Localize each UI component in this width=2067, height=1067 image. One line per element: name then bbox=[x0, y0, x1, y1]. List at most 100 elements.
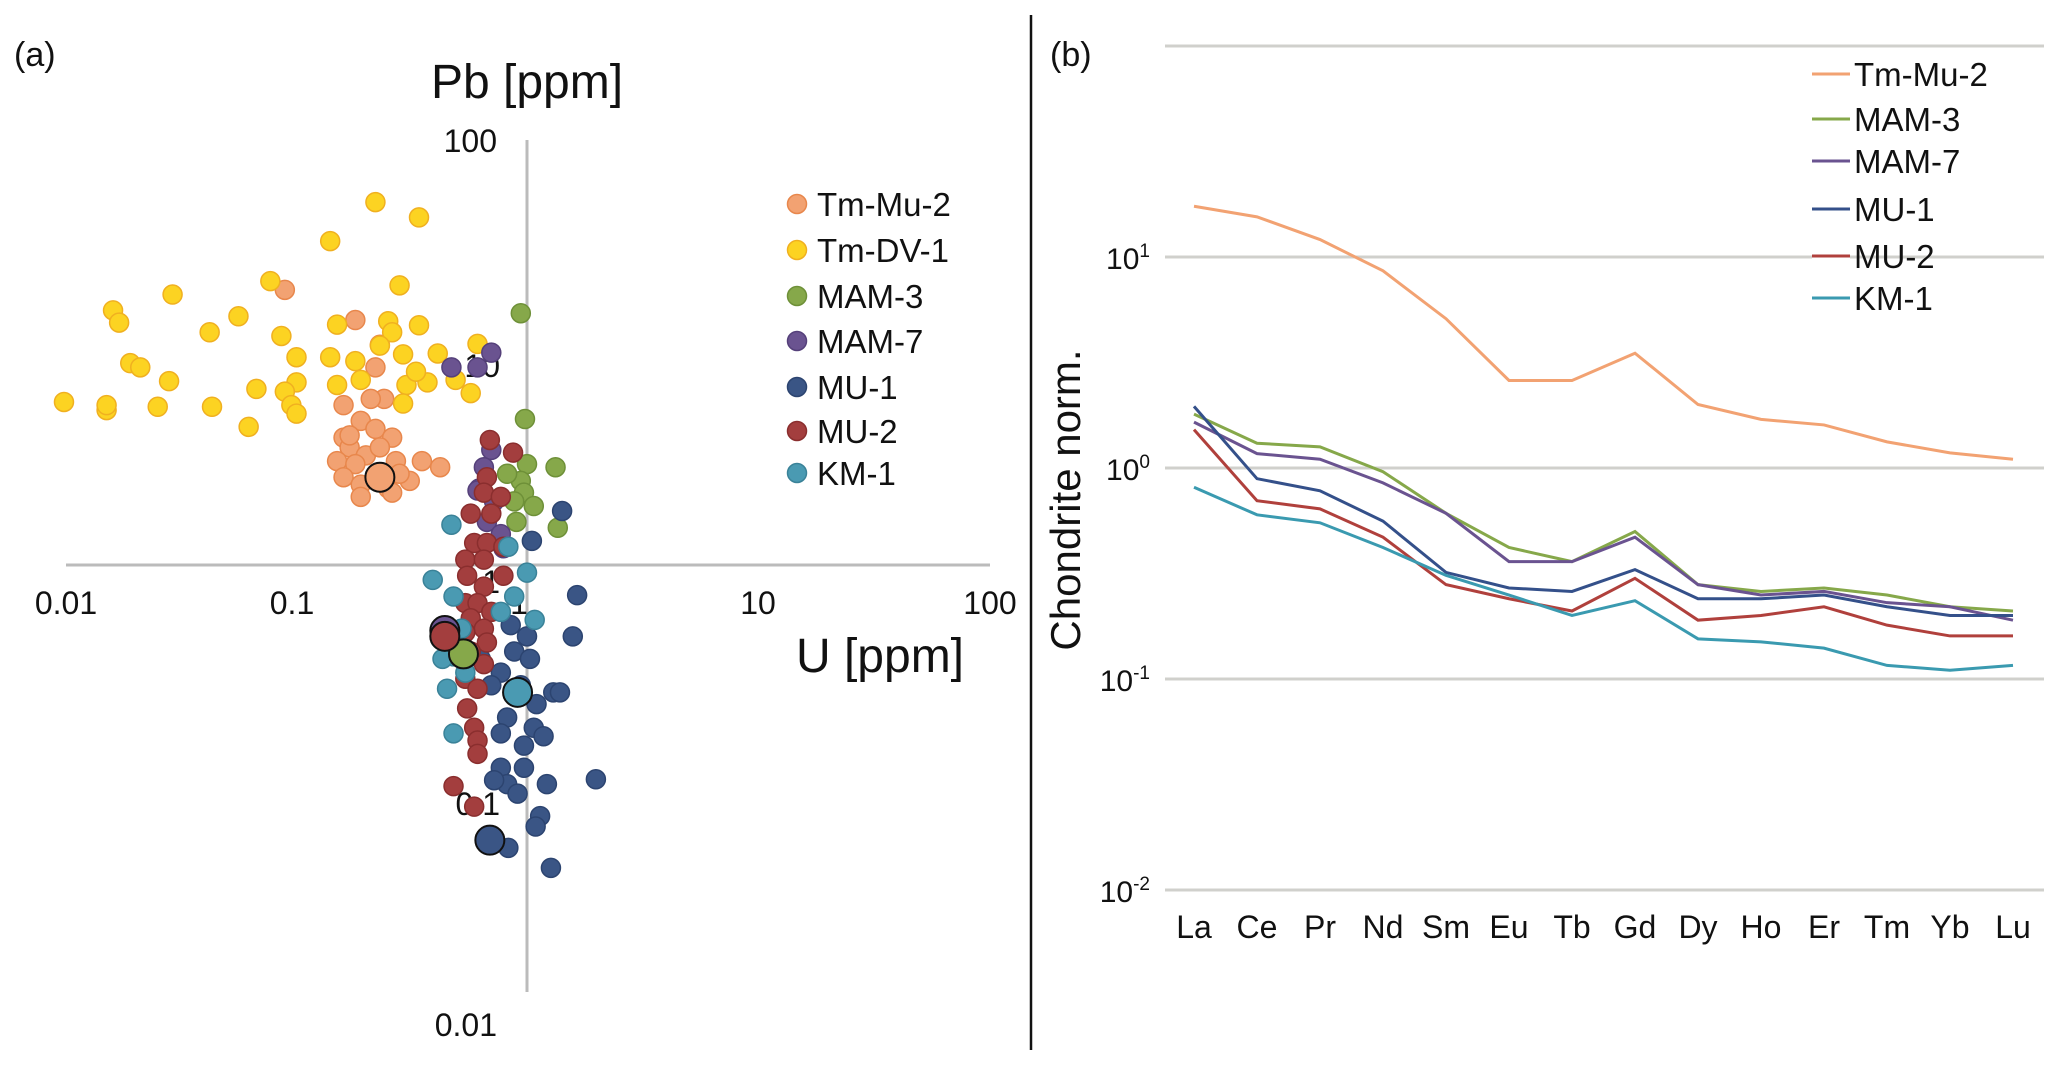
y-tick-label: 100 bbox=[444, 123, 497, 159]
data-point-tm-dv-1 bbox=[271, 325, 292, 347]
legend-marker bbox=[786, 285, 808, 307]
data-point-tm-dv-1 bbox=[286, 403, 307, 424]
panel-a-label: (a) bbox=[14, 36, 56, 74]
x-tick-labels-b: La Ce Pr Nd Sm Eu Tb Gd Dy Ho Er Tm Yb Lu bbox=[1176, 909, 2031, 945]
data-point-tm-dv-1 bbox=[350, 369, 372, 391]
data-point-tm-dv-1 bbox=[392, 344, 414, 365]
data-point-tm-dv-1 bbox=[199, 322, 220, 343]
tick-base: 10 bbox=[1100, 876, 1133, 909]
data-point-km-1 bbox=[441, 514, 462, 535]
data-point-mu-1 bbox=[521, 530, 543, 552]
series-line-tm-mu-2 bbox=[1193, 204, 2014, 461]
legend-bg bbox=[1812, 109, 1850, 137]
data-point-km-1 bbox=[422, 569, 443, 591]
tick-base: 10 bbox=[1100, 665, 1133, 698]
data-point-tm-dv-1 bbox=[201, 396, 223, 418]
legend-bg bbox=[1812, 246, 1850, 274]
legend-label: MAM-3 bbox=[817, 278, 923, 315]
data-point-tm-mu-2 bbox=[369, 437, 391, 458]
data-point-mu-1 bbox=[533, 725, 554, 747]
data-point-tm-mu-2 bbox=[360, 388, 382, 410]
data-point-tm-dv-1 bbox=[228, 306, 249, 327]
data-point-mam-3 bbox=[547, 517, 569, 539]
data-point-mu-2 bbox=[481, 503, 502, 524]
legend-bg bbox=[1812, 199, 1850, 227]
y-tick-label: 100 bbox=[1106, 452, 1150, 487]
data-point-mu-2 bbox=[456, 698, 478, 719]
data-point-mu-2 bbox=[490, 486, 512, 508]
data-point-tm-dv-1 bbox=[319, 230, 341, 252]
data-point-tm-dv-1 bbox=[158, 370, 180, 392]
x-tick-label: Pr bbox=[1304, 909, 1336, 945]
data-point-km-1 bbox=[503, 586, 525, 607]
mean-point-km-1 bbox=[502, 676, 534, 708]
data-point-tm-dv-1 bbox=[130, 357, 151, 378]
tick-base: 10 bbox=[1106, 243, 1139, 276]
data-point-tm-dv-1 bbox=[389, 275, 410, 296]
data-point-tm-mu-2 bbox=[365, 418, 386, 440]
x-tick-label: Tb bbox=[1553, 909, 1590, 945]
data-point-mu-2 bbox=[502, 442, 524, 463]
legend-marker bbox=[786, 239, 808, 261]
legend-label: MU-2 bbox=[817, 413, 898, 450]
data-point-mu-1 bbox=[519, 648, 541, 670]
tick-exponent: 1 bbox=[1139, 241, 1150, 262]
data-point-tm-dv-1 bbox=[162, 284, 183, 305]
legend-bg bbox=[1812, 288, 1850, 316]
legend-bg bbox=[1812, 151, 1850, 179]
tick-exponent: -2 bbox=[1133, 874, 1150, 895]
data-point-tm-dv-1 bbox=[365, 191, 386, 213]
data-point-mam-3 bbox=[496, 463, 518, 485]
x-tick-label: Eu bbox=[1489, 909, 1528, 945]
data-point-km-1 bbox=[436, 678, 458, 699]
tick-exponent: 0 bbox=[1139, 452, 1150, 473]
series-line-km-1 bbox=[1193, 485, 2014, 672]
data-point-mam-3 bbox=[514, 408, 536, 430]
data-point-mu-1 bbox=[549, 682, 571, 703]
panel-b-label: (b) bbox=[1050, 36, 1092, 74]
data-point-mu-1 bbox=[551, 500, 573, 522]
legend-label: MU-2 bbox=[1854, 238, 1935, 275]
legend-marker bbox=[786, 330, 808, 352]
data-point-tm-dv-1 bbox=[238, 416, 259, 438]
data-point-tm-mu-2 bbox=[333, 466, 354, 488]
data-point-mu-2 bbox=[493, 565, 514, 586]
data-point-mu-1 bbox=[513, 757, 535, 778]
data-point-mu-1 bbox=[525, 816, 546, 837]
legend-label: Tm-Mu-2 bbox=[1854, 56, 1988, 93]
data-point-mam-3 bbox=[523, 495, 545, 517]
legend-label: MAM-7 bbox=[1854, 143, 1960, 180]
mean-point-tm-mu-2 bbox=[364, 461, 396, 493]
data-point-tm-dv-1 bbox=[53, 391, 75, 413]
data-point-mu-2 bbox=[460, 503, 481, 524]
data-point-tm-dv-1 bbox=[326, 314, 348, 335]
data-point-km-1 bbox=[524, 609, 545, 631]
legend-label: MU-1 bbox=[817, 369, 898, 406]
data-point-tm-dv-1 bbox=[246, 378, 267, 400]
legend-a: Tm-Mu-2 Tm-DV-1 MAM-3 MAM-7 MU-1 MU-2 KM-1 bbox=[786, 186, 951, 492]
data-point-mu-1 bbox=[562, 626, 584, 647]
data-point-tm-dv-1 bbox=[427, 343, 448, 364]
data-point-mu-2 bbox=[467, 678, 488, 699]
series-line-mu-1 bbox=[1192, 405, 2013, 617]
data-point-mu-1 bbox=[490, 723, 512, 744]
data-point-mu-2 bbox=[473, 482, 495, 503]
data-point-mu-1 bbox=[540, 857, 562, 879]
legend-label: KM-1 bbox=[1854, 280, 1933, 317]
gridlines bbox=[1165, 44, 2044, 892]
legend-label: Tm-DV-1 bbox=[817, 232, 949, 269]
data-point-mam-3 bbox=[510, 302, 532, 324]
data-point-tm-dv-1 bbox=[319, 346, 341, 368]
legend-marker bbox=[786, 462, 808, 484]
x-tick-label: Lu bbox=[1995, 909, 2031, 945]
data-point-mu-1 bbox=[536, 773, 558, 795]
x-tick-label: La bbox=[1176, 909, 1212, 945]
y-tick-label: 101 bbox=[1106, 241, 1150, 276]
data-point-mu-1 bbox=[513, 735, 535, 756]
data-point-mu-2 bbox=[443, 775, 464, 797]
x-tick-label: Nd bbox=[1363, 909, 1404, 945]
x-tick-label: Sm bbox=[1422, 909, 1470, 945]
data-point-tm-mu-2 bbox=[429, 456, 451, 478]
